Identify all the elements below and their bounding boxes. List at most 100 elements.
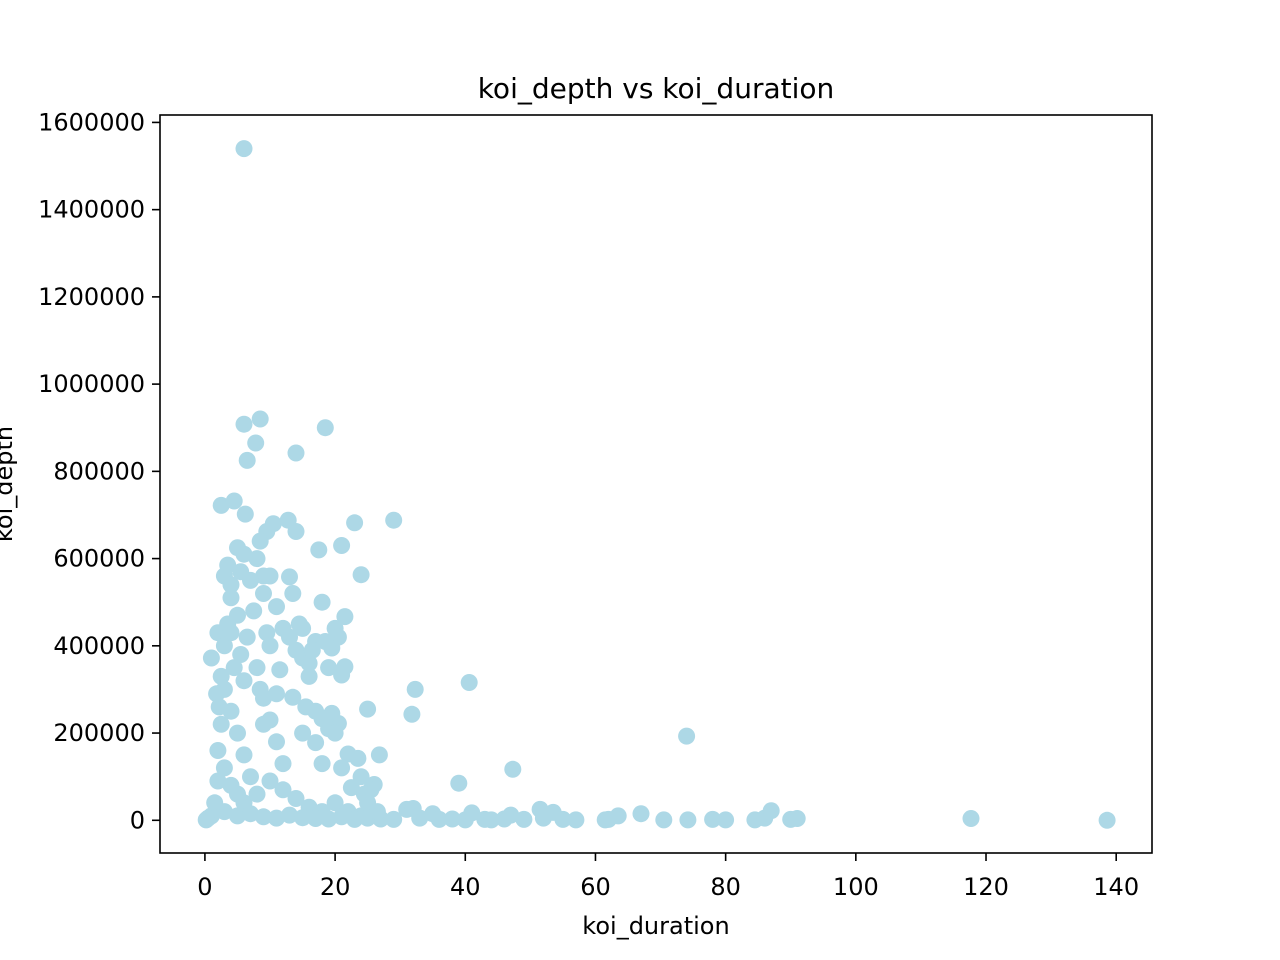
scatter-point	[222, 589, 240, 607]
scatter-point	[316, 633, 334, 650]
scatter-point	[212, 715, 230, 733]
scatter-point	[294, 724, 312, 742]
scatter-point	[463, 804, 481, 822]
scatter-point	[209, 772, 227, 790]
plot-frame	[159, 114, 1153, 854]
scatter-point	[336, 608, 354, 626]
scatter-point	[762, 802, 780, 820]
x-tick-label: 20	[320, 873, 351, 901]
scatter-point	[225, 659, 243, 677]
scatter-point	[450, 774, 468, 792]
scatter-point	[251, 680, 269, 698]
scatter-point	[268, 685, 285, 703]
scatter-point	[679, 811, 697, 829]
scatter-point	[255, 585, 272, 602]
scatter-point	[268, 809, 285, 827]
scatter-point	[232, 646, 250, 663]
x-tick-label: 100	[833, 873, 879, 901]
scatter-point	[251, 532, 269, 550]
scatter-point	[333, 537, 351, 554]
x-tick-label: 80	[710, 873, 741, 901]
scatter-point	[307, 810, 325, 827]
scatter-point	[248, 550, 266, 568]
y-axis-ticks: 0 200000 400000 600000 800000 1000000 1200000 1…	[38, 108, 160, 834]
scatter-point	[460, 674, 478, 691]
scatter-point	[222, 576, 240, 594]
scatter-point	[430, 810, 448, 828]
scatter-point	[247, 434, 265, 452]
scatter-point	[349, 749, 367, 767]
scatter-point	[212, 667, 230, 685]
scatter-point	[287, 790, 305, 807]
scatter-point	[567, 811, 585, 829]
scatter-point	[248, 785, 266, 803]
chart-title: koi_depth vs koi_duration	[478, 72, 835, 105]
y-axis-label: koi_depth	[0, 426, 18, 542]
scatter-point	[359, 700, 377, 718]
scatter-point	[788, 810, 806, 827]
scatter-point	[284, 585, 302, 602]
x-tick-label: 60	[580, 873, 611, 901]
scatter-point	[242, 768, 259, 786]
scatter-point	[502, 806, 520, 824]
scatter-point	[1098, 811, 1116, 829]
scatter-point	[632, 805, 650, 823]
y-tick-label: 0	[130, 806, 145, 834]
scatter-point	[225, 492, 243, 510]
scatter-point	[208, 685, 226, 703]
scatter-point	[271, 661, 289, 679]
scatter-point	[235, 545, 253, 563]
scatter-point	[238, 628, 256, 646]
scatter-point	[274, 755, 292, 773]
scatter-point	[274, 781, 292, 799]
scatter-point	[320, 659, 338, 677]
scatter-point	[962, 810, 980, 827]
scatter-point	[333, 759, 351, 777]
scatter-point	[609, 807, 627, 825]
scatter-point	[333, 808, 351, 826]
x-tick-label: 40	[450, 873, 481, 901]
scatter-point	[238, 451, 256, 469]
scatter-point	[326, 724, 344, 742]
data-points	[197, 140, 1116, 829]
scatter-point	[235, 746, 253, 764]
scatter-point	[704, 810, 722, 828]
scatter-point	[215, 759, 233, 777]
scatter-point	[235, 415, 253, 433]
y-tick-label: 1000000	[38, 370, 145, 398]
scatter-point	[342, 779, 360, 797]
scatter-point	[235, 672, 253, 690]
scatter-point	[300, 667, 318, 685]
scatter-point	[307, 702, 325, 720]
scatter-point	[281, 806, 298, 824]
y-tick-label: 600000	[53, 545, 145, 573]
scatter-point	[284, 688, 302, 706]
scatter-point	[209, 742, 227, 759]
scatter-point	[261, 567, 279, 585]
y-tick-label: 1600000	[38, 108, 145, 136]
scatter-point	[290, 615, 308, 633]
scatter-point	[287, 523, 305, 540]
scatter-point	[655, 811, 673, 829]
scatter-point	[310, 541, 328, 559]
scatter-point	[515, 810, 533, 828]
scatter-point	[352, 566, 370, 584]
scatter-point	[229, 606, 246, 624]
scatter-point	[232, 563, 250, 581]
scatter-point	[229, 724, 246, 742]
scatter-point	[268, 598, 285, 616]
scatter-point	[482, 811, 500, 829]
scatter-point	[242, 805, 259, 823]
x-tick-label: 0	[197, 873, 212, 901]
scatter-point	[261, 772, 279, 790]
scatter-point	[403, 705, 421, 723]
y-tick-label: 1200000	[38, 283, 145, 311]
scatter-point	[281, 568, 298, 586]
scatter-point	[352, 768, 370, 786]
scatter-point	[235, 140, 253, 158]
scatter-point	[268, 733, 285, 751]
scatter-point	[287, 444, 305, 462]
scatter-point	[346, 514, 364, 532]
scatter-point	[554, 810, 572, 828]
